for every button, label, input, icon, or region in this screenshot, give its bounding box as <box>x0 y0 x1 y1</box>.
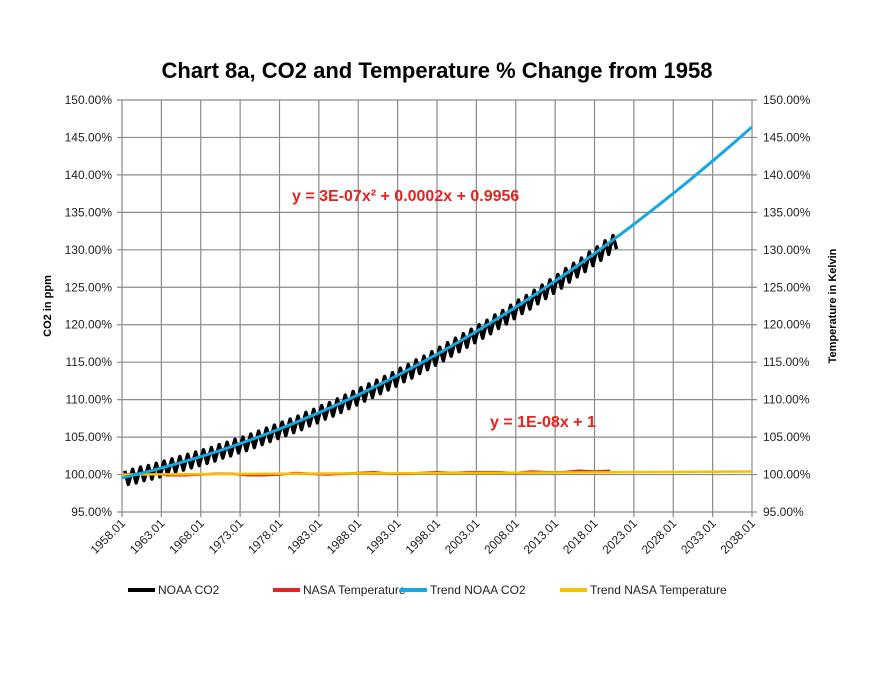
gridlines <box>117 99 757 517</box>
x-tick-label: 1988.01 <box>324 516 365 557</box>
y-tick-label-right: 135.00% <box>763 205 811 219</box>
x-tick-label: 1993.01 <box>363 516 404 557</box>
y-tick-label-right: 140.00% <box>763 168 811 182</box>
y-tick-label-right: 125.00% <box>763 280 811 294</box>
x-tick-label: 1998.01 <box>403 516 444 557</box>
y-axis-right-label: Temperature in Kelvin <box>827 248 839 363</box>
legend-label: Trend NOAA CO2 <box>430 583 526 597</box>
y-tick-label-left: 120.00% <box>65 318 113 332</box>
y-tick-label-left: 110.00% <box>66 393 113 407</box>
y-tick-label-right: 100.00% <box>763 468 811 482</box>
y-tick-label-left: 125.00% <box>65 280 113 294</box>
y-tick-label-left: 105.00% <box>65 430 113 444</box>
y-tick-label-right: 95.00% <box>763 505 804 519</box>
y-tick-label-left: 95.00% <box>71 505 112 519</box>
y-axis-left-ticks: 95.00% 100.00% 105.00% 110.00% 115.00% 120.00… <box>65 93 113 519</box>
y-tick-label-left: 115.00% <box>66 355 113 369</box>
temperature-trend-equation: y = 1E-08x + 1 <box>490 414 596 431</box>
series-line-trend-nasa-temperature <box>121 470 753 476</box>
x-tick-label: 2033.01 <box>678 516 719 557</box>
y-tick-label-right: 115.00% <box>763 355 810 369</box>
legend: NOAA CO2 NASA Temperature Trend NOAA CO2 Tr… <box>128 583 727 597</box>
y-tick-label-left: 135.00% <box>65 205 113 219</box>
x-tick-label: 2018.01 <box>560 516 601 557</box>
legend-label: NOAA CO2 <box>158 583 220 597</box>
y-axis-right-ticks: 95.00% 100.00% 105.00% 110.00% 115.00% 120.00… <box>763 93 811 519</box>
x-tick-label: 2003.01 <box>442 516 483 557</box>
y-tick-label-right: 130.00% <box>763 243 811 257</box>
x-axis-ticks: 1958.011963.011968.011973.011978.011983.… <box>88 516 759 557</box>
x-tick-label: 2028.01 <box>639 516 680 557</box>
x-tick-label: 2013.01 <box>521 516 562 557</box>
legend-label: Trend NASA Temperature <box>590 583 727 597</box>
x-tick-label: 1983.01 <box>284 516 325 557</box>
x-tick-label: 1978.01 <box>245 516 286 557</box>
x-tick-label: 2038.01 <box>718 516 759 557</box>
co2-trend-equation: y = 3E-07x² + 0.0002x + 0.9956 <box>292 188 519 205</box>
x-tick-label: 1973.01 <box>206 516 247 557</box>
y-tick-label-right: 105.00% <box>763 430 811 444</box>
y-tick-label-left: 140.00% <box>65 168 113 182</box>
legend-label: NASA Temperature <box>303 583 406 597</box>
y-tick-label-right: 120.00% <box>763 318 811 332</box>
y-tick-label-left: 130.00% <box>65 243 113 257</box>
y-tick-label-left: 100.00% <box>65 468 113 482</box>
y-tick-label-left: 150.00% <box>65 93 113 107</box>
y-tick-label-right: 110.00% <box>763 393 810 407</box>
chart-title: Chart 8a, CO2 and Temperature % Change f… <box>162 58 713 83</box>
x-tick-label: 2023.01 <box>599 516 640 557</box>
series-group <box>121 125 753 487</box>
x-tick-label: 1963.01 <box>127 516 168 557</box>
y-axis-left-label: CO2 in ppm <box>42 275 54 337</box>
y-tick-label-right: 145.00% <box>763 130 811 144</box>
y-tick-label-left: 145.00% <box>65 130 113 144</box>
y-tick-label-right: 150.00% <box>763 93 811 107</box>
x-tick-label: 1958.01 <box>88 516 129 557</box>
x-tick-label: 1968.01 <box>166 516 207 557</box>
series-line-noaa-co2 <box>123 233 619 487</box>
x-tick-label: 2008.01 <box>481 516 522 557</box>
